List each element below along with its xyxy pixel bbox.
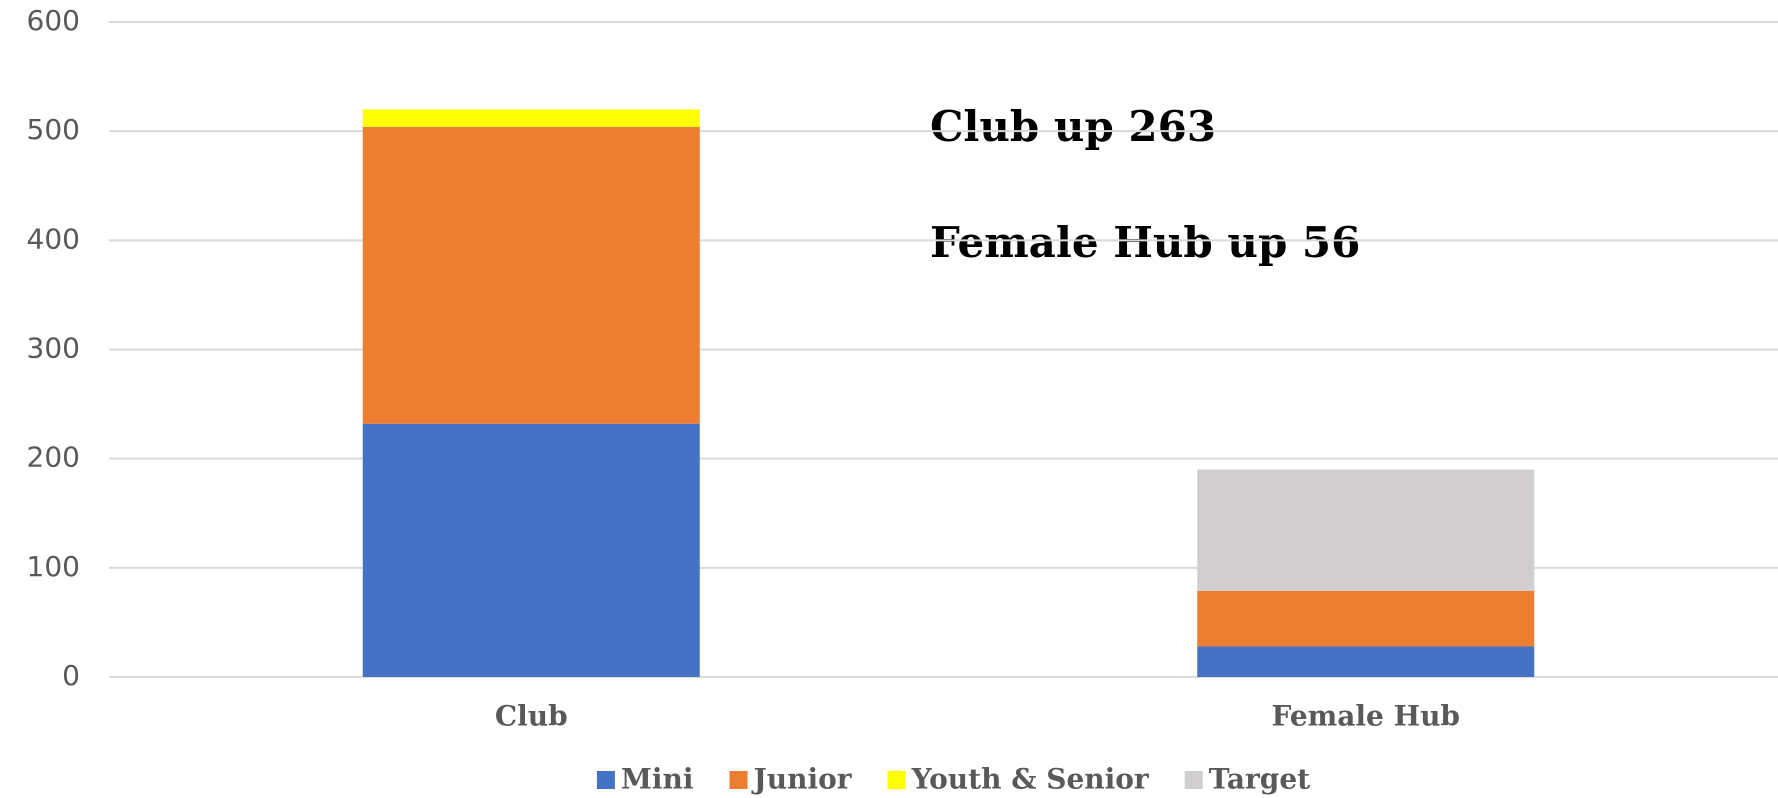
y-tick-label: 300 [27,332,80,365]
legend-swatch [729,771,748,789]
y-tick-label: 100 [27,550,80,583]
annotation: Club up 263 [930,102,1216,151]
y-tick-label: 200 [27,441,80,474]
y-tick-label: 0 [62,659,80,692]
x-tick-label: Female Hub [1271,700,1460,733]
y-tick-label: 400 [27,222,80,255]
legend-swatch [1184,771,1203,789]
annotation: Female Hub up 56 [930,218,1360,267]
y-tick-label: 600 [27,4,80,37]
bar-segment [362,109,700,127]
legend-swatch [596,771,615,789]
legend-label: Junior [751,763,853,796]
legend-label: Youth & Senior [911,763,1150,796]
bar-segment [362,126,700,424]
x-tick-label: Club [495,700,568,733]
bar-segment [1197,469,1535,591]
legend-swatch [887,771,906,789]
legend-label: Mini [621,763,694,796]
bar-segment [362,423,700,677]
legend-label: Target [1209,763,1310,796]
bar-segment [1197,646,1535,677]
bar-segment [1197,590,1535,647]
y-tick-label: 500 [27,113,80,146]
